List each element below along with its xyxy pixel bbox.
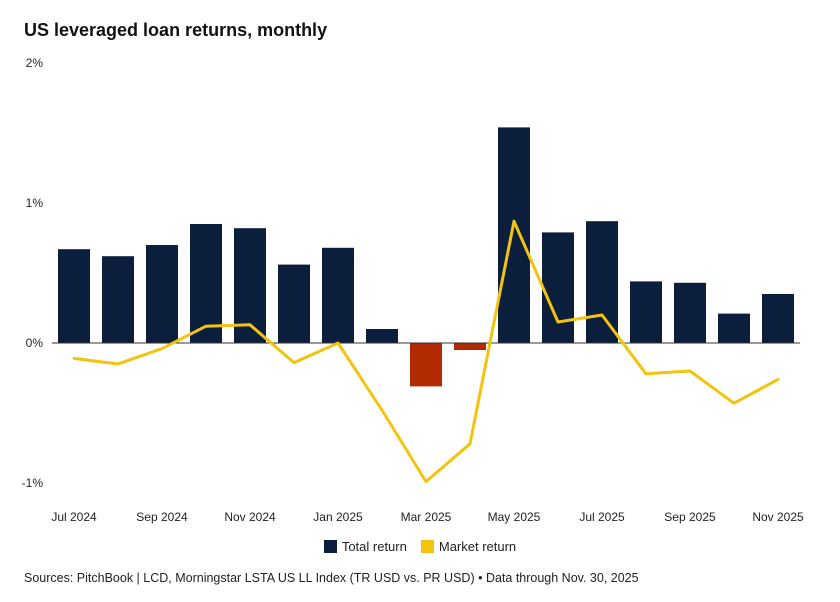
total-return-bar xyxy=(366,329,398,343)
source-note: Sources: PitchBook | LCD, Morningstar LS… xyxy=(24,571,639,585)
total-return-bar xyxy=(322,247,354,343)
x-tick-label: Nov 2025 xyxy=(752,510,804,524)
x-tick-label: May 2025 xyxy=(488,510,541,524)
total-return-bar xyxy=(278,264,310,343)
y-axis-labels: -1% 0% 1% 2% xyxy=(22,56,44,490)
total-return-bar xyxy=(586,221,618,343)
x-tick-label: Jan 2025 xyxy=(313,510,363,524)
total-return-bar xyxy=(498,127,530,344)
total-return-bar xyxy=(58,249,90,343)
y-tick-label: 0% xyxy=(26,336,44,350)
x-axis-labels: Jul 2024 Sep 2024 Nov 2024 Jan 2025 Mar 2025… xyxy=(51,510,804,524)
legend: Total return Market return xyxy=(0,539,840,554)
legend-swatch-market-return xyxy=(420,540,434,553)
legend-item-total-return: Total return xyxy=(323,539,407,554)
total-return-bar xyxy=(410,343,442,387)
chart-title: US leveraged loan returns, monthly xyxy=(24,20,328,40)
x-tick-label: Jul 2024 xyxy=(51,510,97,524)
total-return-bars xyxy=(58,127,794,387)
legend-swatch-total-return xyxy=(323,540,337,553)
market-return-line xyxy=(72,219,780,484)
x-tick-label: Jul 2025 xyxy=(579,510,625,524)
total-return-bar xyxy=(762,294,794,343)
total-return-bar xyxy=(454,343,486,350)
x-tick-label: Nov 2024 xyxy=(224,510,276,524)
x-tick-label: Sep 2025 xyxy=(664,510,716,524)
total-return-bar xyxy=(674,282,706,343)
y-tick-label: 1% xyxy=(26,196,44,210)
market-return-line-group xyxy=(72,219,780,484)
y-tick-label: -1% xyxy=(22,476,44,490)
legend-label-market-return: Market return xyxy=(438,539,517,554)
total-return-bar xyxy=(718,313,750,343)
legend-item-market-return: Market return xyxy=(420,539,517,554)
legend-label-total-return: Total return xyxy=(341,539,407,554)
chart-plot: -1% 0% 1% 2% Jul 2024 Sep 2024 Nov 2024 Jan 20… xyxy=(22,56,804,524)
x-tick-label: Mar 2025 xyxy=(401,510,452,524)
total-return-bar xyxy=(630,281,662,343)
y-tick-label: 2% xyxy=(26,56,44,70)
x-tick-label: Sep 2024 xyxy=(136,510,188,524)
total-return-bar xyxy=(190,224,222,343)
total-return-bar xyxy=(146,245,178,343)
total-return-bar xyxy=(542,232,574,343)
total-return-bar xyxy=(102,256,134,343)
